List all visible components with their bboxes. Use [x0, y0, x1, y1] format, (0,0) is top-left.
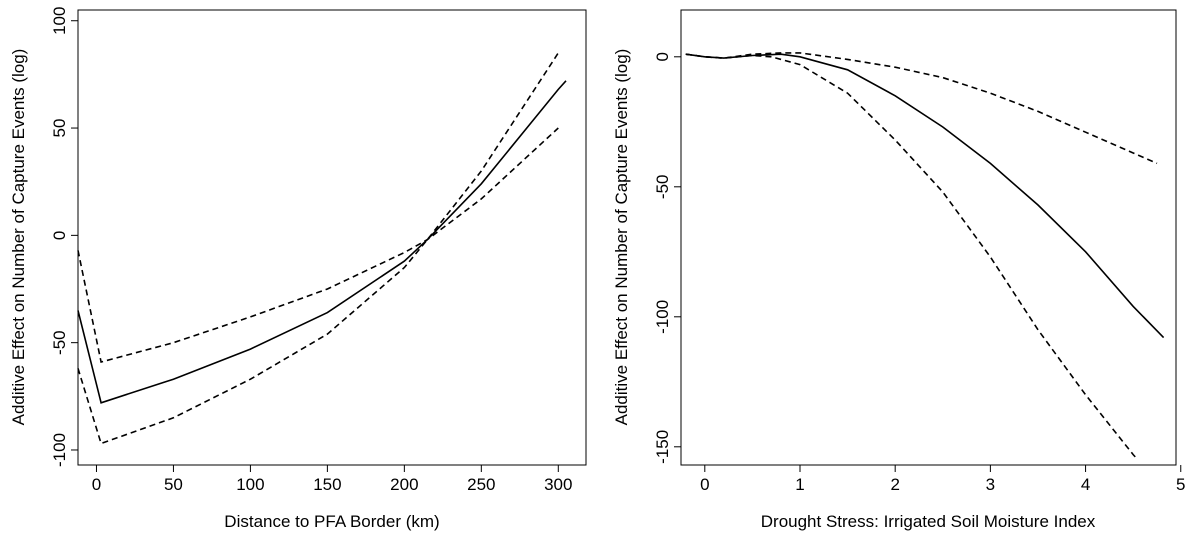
left-x-axis: 0 50 100 150 200 250 300 — [92, 465, 572, 494]
left-x-tick-label-1: 50 — [164, 475, 183, 494]
right-x-tick-label-1: 1 — [795, 475, 804, 494]
right-chart-panel: 0 1 2 3 4 5 -150 -100 -50 0 Drought Stress: Irri… — [612, 9, 1185, 531]
right-series-confidence-bound-2 — [685, 53, 1139, 461]
right-y-tick-label-0: -150 — [653, 430, 672, 464]
right-x-tick-label-4: 4 — [1081, 475, 1090, 494]
left-x-tick-label-5: 250 — [467, 475, 495, 494]
left-chart-panel: 0 50 100 150 200 250 300 -100 -50 0 50 100 Distanc… — [9, 7, 587, 531]
right-series-confidence-bound-1 — [685, 52, 1158, 165]
left-y-axis: -100 -50 0 50 100 — [50, 7, 78, 467]
left-series-group — [77, 52, 567, 445]
left-x-tick-label-6: 300 — [544, 475, 572, 494]
right-x-tick-label-3: 3 — [986, 475, 995, 494]
right-x-tick-label-2: 2 — [890, 475, 899, 494]
right-series-group — [685, 52, 1165, 461]
right-y-axis: -150 -100 -50 0 — [653, 52, 681, 464]
right-x-axis-label: Drought Stress: Irrigated Soil Moisture … — [761, 512, 1096, 531]
left-y-tick-label-1: -50 — [50, 330, 69, 355]
left-plot-frame — [77, 9, 587, 466]
left-x-tick-label-0: 0 — [92, 475, 101, 494]
right-y-axis-label: Additive Effect on Number of Capture Eve… — [612, 49, 631, 426]
left-y-axis-label: Additive Effect on Number of Capture Eve… — [9, 49, 28, 426]
left-y-tick-label-4: 100 — [50, 7, 69, 35]
left-y-tick-label-0: -100 — [50, 433, 69, 467]
left-x-axis-label: Distance to PFA Border (km) — [224, 512, 439, 531]
left-y-tick-label-2: 0 — [50, 231, 69, 240]
right-x-tick-label-0: 0 — [700, 475, 709, 494]
right-y-tick-label-2: -50 — [653, 175, 672, 200]
left-y-tick-label-3: 50 — [50, 119, 69, 138]
right-y-tick-label-3: 0 — [653, 52, 672, 61]
left-x-tick-label-4: 200 — [390, 475, 418, 494]
left-series-estimate-0 — [77, 80, 567, 404]
left-series-confidence-bound-2 — [77, 52, 559, 445]
right-y-tick-label-1: -100 — [653, 300, 672, 334]
right-plot-frame — [680, 9, 1177, 466]
right-series-estimate-0 — [685, 53, 1165, 339]
left-series-confidence-bound-1 — [77, 127, 559, 363]
right-x-tick-label-5: 5 — [1176, 475, 1185, 494]
right-x-axis: 0 1 2 3 4 5 — [700, 465, 1185, 494]
left-x-tick-label-3: 150 — [313, 475, 341, 494]
left-x-tick-label-2: 100 — [236, 475, 264, 494]
